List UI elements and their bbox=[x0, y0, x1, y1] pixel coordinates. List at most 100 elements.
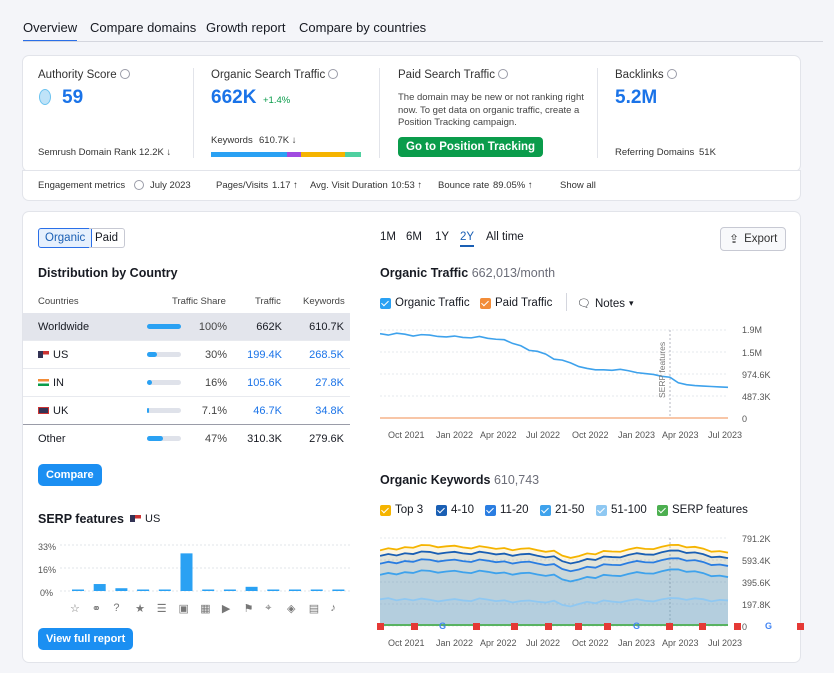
serp-bar[interactable] bbox=[267, 589, 280, 592]
keywords-line-51-100[interactable] bbox=[380, 597, 729, 608]
google-icon[interactable]: G bbox=[439, 621, 447, 631]
legend-paid-traffic[interactable]: Paid Traffic bbox=[480, 297, 552, 309]
traffic-value[interactable]: 310.3K bbox=[247, 433, 282, 445]
flag-marker-icon[interactable] bbox=[411, 623, 418, 630]
serp-bar[interactable] bbox=[115, 588, 128, 591]
google-icon[interactable]: G bbox=[633, 621, 641, 631]
traffic-value[interactable]: 199.4K bbox=[247, 349, 282, 361]
flag-marker-icon[interactable] bbox=[699, 623, 706, 630]
backlinks-value[interactable]: 5.2M bbox=[615, 87, 658, 108]
table-row[interactable]: UK 7.1% 46.7K 34.8K bbox=[23, 397, 350, 425]
paid-toggle[interactable]: Paid bbox=[89, 228, 126, 248]
x-tick-label: Apr 2022 bbox=[480, 638, 517, 648]
legend-51-100[interactable]: 51-100 bbox=[596, 504, 647, 516]
keywords-value[interactable]: 27.8K bbox=[315, 377, 344, 389]
tab-overview[interactable]: Overview bbox=[23, 20, 78, 42]
info-icon[interactable] bbox=[666, 69, 677, 79]
keywords-value[interactable]: 610.7K ↓ bbox=[259, 135, 297, 146]
serp-bar[interactable] bbox=[245, 586, 258, 591]
legend-top-3[interactable]: Top 3 bbox=[380, 504, 423, 516]
legend-4-10[interactable]: 4-10 bbox=[436, 504, 474, 516]
flag-marker-icon[interactable] bbox=[545, 623, 552, 630]
flag-marker-icon[interactable] bbox=[511, 623, 518, 630]
show-all-link[interactable]: Show all bbox=[560, 180, 596, 191]
serp-bar[interactable] bbox=[310, 589, 323, 592]
list-icon[interactable]: ☰ bbox=[156, 603, 167, 615]
legend-11-20[interactable]: 11-20 bbox=[485, 504, 529, 516]
serp-bar[interactable] bbox=[72, 589, 84, 592]
organic-value[interactable]: 662K bbox=[211, 87, 257, 108]
tab-growth-report[interactable]: Growth report bbox=[206, 20, 286, 35]
range-tab-1y[interactable]: 1Y bbox=[435, 231, 450, 243]
compare-button[interactable]: Compare bbox=[38, 464, 102, 486]
info-icon[interactable] bbox=[497, 69, 508, 79]
gallery-icon[interactable]: ▦ bbox=[200, 603, 211, 615]
news-icon[interactable]: ▤ bbox=[308, 603, 320, 615]
image-icon[interactable]: ▣ bbox=[178, 603, 189, 615]
google-icon[interactable]: G bbox=[765, 621, 773, 631]
tab-compare-by-countries[interactable]: Compare by countries bbox=[299, 20, 427, 35]
serp-bar[interactable] bbox=[332, 589, 345, 592]
legend-organic-traffic[interactable]: Organic Traffic bbox=[380, 297, 470, 309]
range-tab-all-time[interactable]: All time bbox=[486, 231, 524, 243]
serp-bar[interactable] bbox=[202, 589, 215, 592]
question-icon[interactable]: ? bbox=[113, 602, 120, 614]
keywords-value[interactable]: 268.5K bbox=[309, 349, 344, 361]
domain-rank-value[interactable]: 12.2K ↓ bbox=[139, 147, 172, 158]
legend-serp-features[interactable]: SERP features bbox=[657, 504, 748, 516]
pin-icon[interactable]: ⌖ bbox=[265, 602, 272, 614]
referring-domains-value[interactable]: 51K bbox=[699, 147, 716, 158]
serp-bar[interactable] bbox=[223, 589, 236, 592]
info-icon[interactable] bbox=[119, 69, 130, 79]
table-row[interactable]: Other 47% 310.3K 279.6K bbox=[23, 425, 350, 453]
traffic-value[interactable]: 46.7K bbox=[253, 405, 282, 417]
authority-value[interactable]: 59 bbox=[62, 87, 84, 108]
serp-bar[interactable] bbox=[289, 589, 301, 592]
keywords-line-11-20[interactable] bbox=[380, 557, 729, 573]
keywords-value[interactable]: 279.6K bbox=[309, 433, 344, 445]
keywords-line-4-10[interactable] bbox=[380, 549, 729, 565]
table-row[interactable]: IN 16% 105.6K 27.8K bbox=[23, 369, 350, 397]
flag-marker-icon[interactable] bbox=[473, 623, 480, 630]
export-button[interactable]: ⇪ Export bbox=[720, 227, 787, 251]
notes-dropdown[interactable]: 🗨 Notes ▾ bbox=[577, 297, 634, 311]
traffic-share-value: 7.1% bbox=[201, 405, 227, 417]
flag-marker-icon[interactable] bbox=[377, 623, 384, 630]
flag-marker-icon[interactable] bbox=[575, 623, 582, 630]
position-tracking-button[interactable]: Go to Position Tracking bbox=[398, 137, 544, 157]
bounce-rate-value: 89.05% ↑ bbox=[493, 180, 533, 191]
star-icon[interactable]: ☆ bbox=[70, 603, 80, 615]
range-tab-2y[interactable]: 2Y bbox=[460, 231, 475, 247]
keywords-value[interactable]: 34.8K bbox=[315, 405, 344, 417]
link-icon[interactable]: ⚭ bbox=[91, 603, 101, 615]
flag-marker-icon[interactable] bbox=[604, 623, 611, 630]
legend-21-50[interactable]: 21-50 bbox=[540, 504, 584, 516]
table-row[interactable]: US 30% 199.4K 268.5K bbox=[23, 341, 350, 369]
table-row[interactable]: Worldwide 100% 662K 610.7K bbox=[23, 313, 350, 341]
serp-bar[interactable] bbox=[93, 584, 106, 591]
serp-country: US bbox=[130, 513, 160, 525]
info-icon[interactable] bbox=[328, 69, 339, 79]
organic-traffic-line[interactable] bbox=[380, 332, 729, 389]
info-icon[interactable] bbox=[134, 180, 144, 190]
graduation-icon[interactable]: ◈ bbox=[287, 603, 296, 615]
traffic-value[interactable]: 105.6K bbox=[247, 377, 282, 389]
tab-compare-domains[interactable]: Compare domains bbox=[90, 20, 197, 35]
organic-toggle[interactable]: Organic bbox=[38, 228, 93, 248]
flag-marker-icon[interactable] bbox=[797, 623, 804, 630]
serp-bar[interactable] bbox=[158, 589, 171, 592]
country-cell: UK bbox=[38, 405, 68, 417]
flag-marker-icon[interactable] bbox=[734, 623, 741, 630]
serp-bar[interactable] bbox=[137, 589, 150, 592]
range-tab-1m[interactable]: 1M bbox=[380, 231, 396, 243]
serp-bar[interactable] bbox=[180, 553, 193, 591]
twitter-icon[interactable]: ♪ bbox=[330, 602, 336, 614]
flag-icon[interactable]: ⚑ bbox=[243, 603, 254, 615]
keywords-line-21-50[interactable] bbox=[380, 568, 729, 583]
flag-marker-icon[interactable] bbox=[666, 623, 673, 630]
keywords-line-top-3[interactable] bbox=[380, 544, 729, 559]
video-icon[interactable]: ▶ bbox=[221, 603, 231, 615]
star-filled-icon[interactable]: ★ bbox=[135, 603, 145, 615]
range-tab-6m[interactable]: 6M bbox=[406, 231, 422, 243]
view-full-report-button[interactable]: View full report bbox=[38, 628, 134, 650]
